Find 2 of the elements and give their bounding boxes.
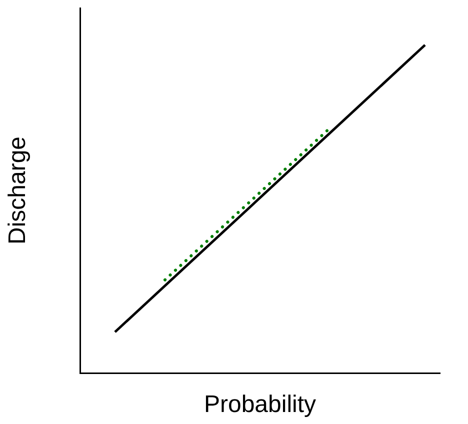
x-axis-title: Probability xyxy=(204,391,316,418)
y-axis-title: Discharge xyxy=(4,136,32,245)
